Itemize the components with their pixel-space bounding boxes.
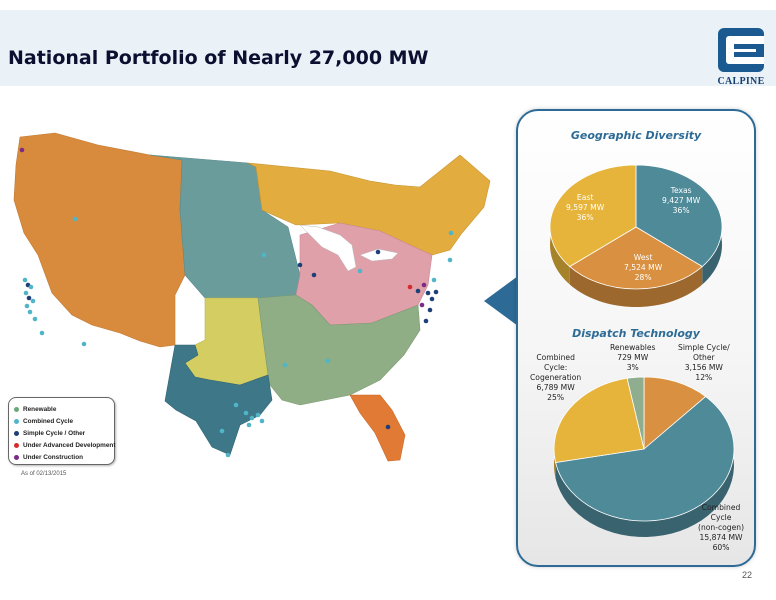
plant-marker [246, 422, 252, 428]
plant-marker [255, 412, 261, 418]
plant-marker [427, 307, 433, 313]
plant-marker [282, 362, 288, 368]
label-combined-cycle: Combined Cycle (non-cogen) 15,874 MW 60% [698, 503, 745, 552]
plant-marker [419, 302, 425, 308]
legend-label: Simple Cycle / Other [23, 429, 86, 437]
plant-marker [30, 298, 36, 304]
calpine-logo: CALPINE [712, 24, 770, 94]
plant-markers [19, 147, 454, 458]
plant-marker [425, 290, 431, 296]
map-great-lakes [299, 224, 357, 272]
logo-wordmark: CALPINE [717, 76, 765, 87]
page-number: 22 [742, 570, 753, 580]
map-region-northeast [247, 154, 491, 256]
plant-marker [261, 252, 267, 258]
plant-marker [259, 418, 265, 424]
plant-marker [311, 272, 317, 278]
breakdown-panel: Geographic Diversity Dispatch Technology… [516, 109, 756, 567]
plant-marker [22, 277, 28, 283]
legend-item: Combined Cycle [14, 416, 114, 426]
pie-slice-side [569, 266, 703, 307]
plant-marker [429, 296, 435, 302]
us-map [13, 132, 491, 462]
label-east: East 9,597 MW 36% [566, 193, 605, 222]
plant-marker [81, 341, 87, 347]
plant-marker [19, 147, 25, 153]
label-renewables: Renewables 729 MW 3% [610, 343, 656, 372]
header-bar: National Portfolio of Nearly 27,000 MW C… [0, 10, 776, 87]
plant-marker [39, 330, 45, 336]
plant-marker [448, 230, 454, 236]
pie-slice [635, 164, 723, 268]
dispatch-technology-title: Dispatch Technology [572, 327, 700, 340]
legend-swatch [14, 418, 19, 424]
label-texas: Texas 9,427 MW 36% [662, 186, 701, 215]
plant-marker [32, 316, 38, 322]
geographic-diversity-title: Geographic Diversity [570, 129, 702, 142]
plant-marker [26, 295, 32, 301]
plant-marker [225, 452, 231, 458]
plant-marker [375, 249, 381, 255]
pie-slice [549, 164, 637, 268]
plant-marker [72, 216, 78, 222]
plant-marker [23, 290, 29, 296]
plant-marker [385, 424, 391, 430]
legend-swatch [14, 406, 19, 412]
plant-marker [297, 262, 303, 268]
plant-marker [249, 415, 255, 421]
plant-marker [407, 284, 413, 290]
pie-slice [553, 377, 645, 463]
label-west: West 7,524 MW 28% [624, 253, 663, 282]
pie-slice [569, 226, 703, 290]
legend-swatch [14, 442, 19, 448]
plant-marker [24, 303, 30, 309]
map-region-spp [184, 297, 269, 386]
legend-label: Under Construction [23, 453, 83, 461]
plant-marker [325, 358, 331, 364]
plant-marker [357, 268, 363, 274]
legend-swatch [14, 430, 19, 436]
plant-marker [421, 282, 427, 288]
legend-label: Under Advanced Development [23, 441, 116, 449]
plant-marker [423, 318, 429, 324]
pie-slice [555, 395, 735, 522]
pie-slice [626, 376, 645, 450]
as-of-date: As of 02/13/2015 [21, 471, 67, 477]
map-legend: Renewable Combined Cycle Simple Cycle / Ot… [8, 397, 115, 465]
legend-item: Renewable [14, 404, 114, 414]
map-region-texas [164, 344, 273, 456]
plant-marker [415, 288, 421, 294]
plant-marker [447, 257, 453, 263]
label-simple-cycle: Simple Cycle/ Other 3,156 MW 12% [678, 343, 730, 382]
legend-item: Under Advanced Development [14, 440, 116, 450]
dispatch-pie [553, 376, 735, 537]
map-region-west [13, 132, 186, 348]
map-region-florida [349, 394, 406, 462]
legend-item: Under Construction [14, 452, 114, 462]
label-cogeneration: Combined Cycle: Cogeneration 6,789 MW 25… [530, 353, 582, 402]
plant-marker [431, 277, 437, 283]
page-title: National Portfolio of Nearly 27,000 MW [8, 47, 429, 69]
callout-arrow [484, 276, 518, 326]
legend-swatch [14, 454, 19, 460]
plant-marker [28, 284, 34, 290]
plant-marker [433, 289, 439, 295]
plant-marker [233, 402, 239, 408]
pie-slice [643, 376, 707, 450]
legend-label: Renewable [23, 405, 57, 413]
plant-marker [219, 428, 225, 434]
legend-item: Simple Cycle / Other [14, 428, 114, 438]
plant-marker [243, 410, 249, 416]
legend-label: Combined Cycle [23, 417, 74, 425]
geographic-pie [549, 164, 723, 307]
plant-marker [27, 309, 33, 315]
